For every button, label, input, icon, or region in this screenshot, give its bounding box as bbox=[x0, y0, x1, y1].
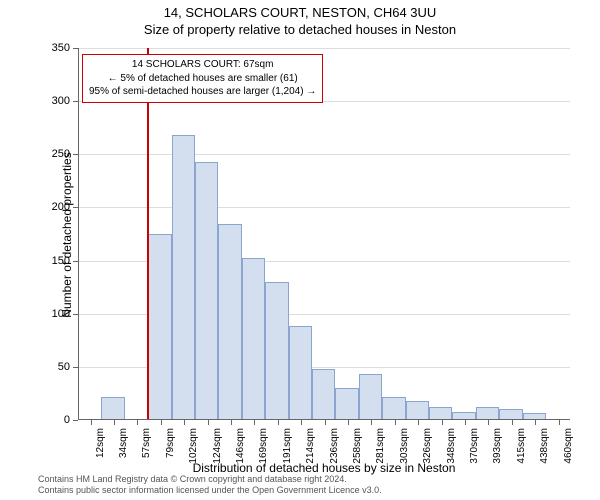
y-tick-label: 50 bbox=[58, 361, 70, 373]
histogram-bar bbox=[265, 282, 288, 420]
x-tick-mark bbox=[278, 420, 279, 425]
x-tick-mark bbox=[114, 420, 115, 425]
histogram-bar bbox=[218, 224, 241, 420]
x-tick-mark bbox=[137, 420, 138, 425]
x-tick-mark bbox=[559, 420, 560, 425]
x-tick-mark bbox=[91, 420, 92, 425]
gridline bbox=[78, 48, 570, 49]
chart-title-line2: Size of property relative to detached ho… bbox=[0, 22, 600, 37]
histogram-bar bbox=[172, 135, 195, 420]
footer-line2: Contains public sector information licen… bbox=[38, 485, 382, 496]
histogram-bar bbox=[335, 388, 358, 420]
y-tick-label: 350 bbox=[52, 42, 70, 54]
annotation-line: 14 SCHOLARS COURT: 67sqm bbox=[89, 58, 316, 72]
plot-area bbox=[78, 48, 570, 420]
histogram-bar bbox=[289, 326, 312, 420]
x-tick-mark bbox=[184, 420, 185, 425]
footer-line1: Contains HM Land Registry data © Crown c… bbox=[38, 474, 382, 485]
histogram-bar bbox=[382, 397, 405, 420]
x-tick-mark bbox=[208, 420, 209, 425]
histogram-bar bbox=[148, 234, 171, 420]
chart-container: 14, SCHOLARS COURT, NESTON, CH64 3UU Siz… bbox=[0, 0, 600, 500]
x-tick-mark bbox=[325, 420, 326, 425]
x-tick-mark bbox=[442, 420, 443, 425]
x-tick-mark bbox=[161, 420, 162, 425]
y-tick-mark bbox=[73, 48, 78, 49]
x-tick-mark bbox=[465, 420, 466, 425]
annotation-box: 14 SCHOLARS COURT: 67sqm← 5% of detached… bbox=[82, 54, 323, 103]
y-tick-label: 300 bbox=[52, 95, 70, 107]
annotation-line: ← 5% of detached houses are smaller (61) bbox=[89, 72, 316, 86]
x-tick-mark bbox=[301, 420, 302, 425]
x-tick-mark bbox=[254, 420, 255, 425]
histogram-bar bbox=[312, 369, 335, 420]
x-tick-mark bbox=[371, 420, 372, 425]
y-axis-title: Number of detached properties bbox=[60, 110, 74, 360]
indicator-line bbox=[147, 48, 149, 420]
y-tick-label: 0 bbox=[64, 414, 70, 426]
y-tick-mark bbox=[73, 101, 78, 102]
x-tick-mark bbox=[512, 420, 513, 425]
annotation-line: 95% of semi-detached houses are larger (… bbox=[89, 85, 316, 99]
chart-title-line1: 14, SCHOLARS COURT, NESTON, CH64 3UU bbox=[0, 5, 600, 20]
histogram-bar bbox=[242, 258, 265, 420]
histogram-bar bbox=[195, 162, 218, 420]
x-tick-mark bbox=[348, 420, 349, 425]
x-tick-mark bbox=[535, 420, 536, 425]
footer-attribution: Contains HM Land Registry data © Crown c… bbox=[38, 474, 382, 497]
y-tick-mark bbox=[73, 420, 78, 421]
histogram-bar bbox=[359, 374, 382, 420]
x-tick-mark bbox=[231, 420, 232, 425]
title-block: 14, SCHOLARS COURT, NESTON, CH64 3UU Siz… bbox=[0, 5, 600, 37]
y-axis-line bbox=[78, 48, 79, 420]
gridline bbox=[78, 154, 570, 155]
y-tick-mark bbox=[73, 367, 78, 368]
x-tick-mark bbox=[395, 420, 396, 425]
histogram-bar bbox=[406, 401, 429, 420]
x-tick-mark bbox=[418, 420, 419, 425]
histogram-bar bbox=[101, 397, 124, 420]
x-tick-mark bbox=[488, 420, 489, 425]
gridline bbox=[78, 207, 570, 208]
